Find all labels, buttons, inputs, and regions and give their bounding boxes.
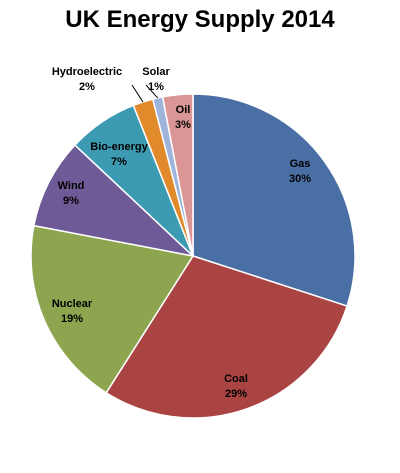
pie-slice-coal [105, 255, 349, 419]
pie-slice-wind [32, 144, 196, 258]
data-label-solar: Solar 1% [142, 66, 170, 93]
data-label-gas: Gas 30% [289, 158, 311, 185]
leader-line-hydroelectric [131, 84, 144, 103]
data-label-bio-energy: Bio-energy 7% [90, 141, 148, 168]
data-label-coal: Coal 29% [224, 373, 248, 400]
chart-title: UK Energy Supply 2014 [65, 6, 335, 33]
pie-slice-nuclear [30, 224, 195, 394]
data-label-oil: Oil 3% [175, 104, 191, 131]
data-label-hydroelectric: Hydroelectric 2% [52, 66, 122, 93]
pie-slice-oil [161, 93, 194, 257]
pie-slice-gas [192, 93, 356, 308]
leader-line-solar [145, 84, 159, 99]
data-label-nuclear: Nuclear 19% [52, 298, 93, 325]
data-label-wind: Wind 9% [58, 180, 85, 207]
